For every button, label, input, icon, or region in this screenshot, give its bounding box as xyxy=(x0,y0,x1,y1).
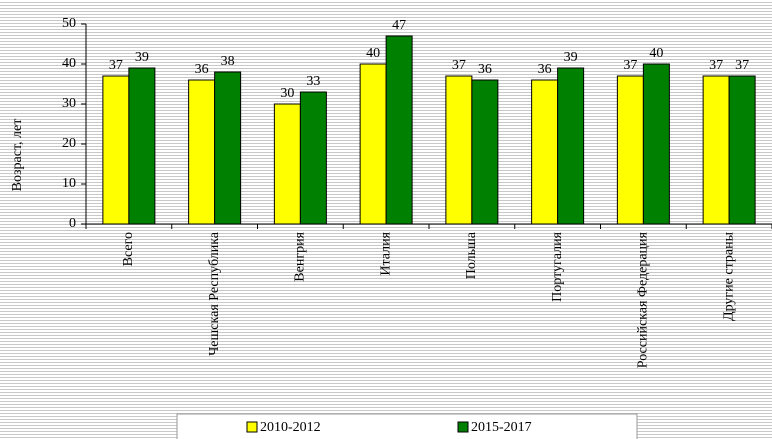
data-label: 37 xyxy=(623,58,637,73)
legend-swatch xyxy=(246,421,258,433)
data-label: 33 xyxy=(306,74,320,89)
data-label: 37 xyxy=(735,58,749,73)
y-tick-label: 30 xyxy=(62,96,76,111)
y-axis-label: Возраст, лет xyxy=(10,119,25,192)
bar xyxy=(128,67,156,225)
data-label: 38 xyxy=(221,54,235,69)
data-label: 37 xyxy=(709,58,723,73)
data-label: 30 xyxy=(280,86,294,101)
bar xyxy=(471,79,499,225)
bar xyxy=(531,79,559,225)
bar xyxy=(642,63,670,225)
bar xyxy=(702,75,730,225)
bar xyxy=(102,75,130,225)
bar xyxy=(188,79,216,225)
y-tick-label: 10 xyxy=(62,176,76,191)
bar xyxy=(385,35,413,225)
data-label: 39 xyxy=(135,50,149,65)
data-label: 36 xyxy=(478,62,492,77)
bar xyxy=(557,67,585,225)
bar xyxy=(299,91,327,225)
y-tick-label: 40 xyxy=(62,56,76,71)
bar xyxy=(214,71,242,225)
legend-label: 2015-2017 xyxy=(471,420,532,435)
bar xyxy=(728,75,756,225)
x-tick-label: Португалия xyxy=(550,231,565,301)
data-label: 36 xyxy=(195,62,209,77)
x-tick-label: Чешская Республика xyxy=(207,231,222,356)
x-tick-label: Всего xyxy=(121,232,136,266)
bar xyxy=(273,103,301,225)
x-tick-label: Италия xyxy=(378,231,393,275)
data-label: 37 xyxy=(452,58,466,73)
data-label: 47 xyxy=(392,18,406,33)
y-tick-label: 20 xyxy=(62,136,76,151)
legend xyxy=(176,413,638,439)
data-label: 36 xyxy=(538,62,552,77)
x-tick-label: Другие страны xyxy=(721,231,736,321)
y-tick-label: 0 xyxy=(69,216,76,231)
data-label: 37 xyxy=(109,58,123,73)
y-tick-label: 50 xyxy=(62,16,76,31)
data-label: 40 xyxy=(366,46,380,61)
data-label: 39 xyxy=(564,50,578,65)
data-label: 40 xyxy=(649,46,663,61)
x-tick-label: Российская Федерация xyxy=(636,231,651,368)
legend-swatch xyxy=(457,421,469,433)
x-tick-label: Польша xyxy=(464,231,479,279)
bar xyxy=(359,63,387,225)
legend-label: 2010-2012 xyxy=(260,420,321,435)
bar xyxy=(445,75,473,225)
x-tick-label: Венгрия xyxy=(293,231,308,281)
bar xyxy=(616,75,644,225)
